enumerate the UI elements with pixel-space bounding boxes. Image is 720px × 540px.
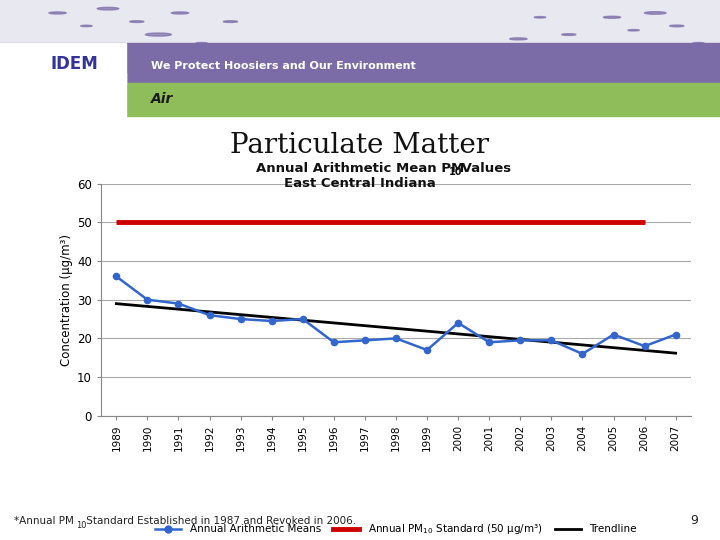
Text: Standard Established in 1987 and Revoked in 2006.: Standard Established in 1987 and Revoked… bbox=[83, 516, 356, 526]
Text: Values: Values bbox=[457, 162, 511, 175]
Circle shape bbox=[223, 21, 238, 23]
Y-axis label: Concentration (µg/m³): Concentration (µg/m³) bbox=[60, 234, 73, 366]
Text: Air: Air bbox=[151, 92, 174, 106]
Circle shape bbox=[81, 25, 92, 26]
Circle shape bbox=[670, 25, 684, 27]
Circle shape bbox=[130, 21, 144, 23]
Circle shape bbox=[97, 8, 119, 10]
Circle shape bbox=[171, 12, 189, 14]
Text: Particulate Matter: Particulate Matter bbox=[230, 132, 490, 159]
Text: *Annual PM: *Annual PM bbox=[14, 516, 74, 526]
Circle shape bbox=[196, 43, 207, 44]
Text: We Protect Hoosiers and Our Environment: We Protect Hoosiers and Our Environment bbox=[151, 61, 416, 71]
Circle shape bbox=[644, 12, 666, 14]
Text: 9: 9 bbox=[690, 514, 698, 526]
Text: IDEM: IDEM bbox=[50, 55, 98, 73]
Legend: Annual Arithmetic Means, Annual PM$_{10}$ Standard (50 µg/m³), Trendline: Annual Arithmetic Means, Annual PM$_{10}… bbox=[151, 518, 641, 540]
Circle shape bbox=[562, 33, 576, 36]
Circle shape bbox=[603, 16, 621, 18]
Circle shape bbox=[49, 12, 66, 14]
Circle shape bbox=[693, 43, 704, 44]
Text: 10: 10 bbox=[76, 521, 86, 530]
Text: Annual Arithmetic Mean PM: Annual Arithmetic Mean PM bbox=[256, 162, 464, 175]
Circle shape bbox=[145, 33, 171, 36]
Circle shape bbox=[534, 17, 546, 18]
Text: East Central Indiana: East Central Indiana bbox=[284, 177, 436, 190]
Text: 10: 10 bbox=[449, 167, 462, 178]
Circle shape bbox=[628, 30, 639, 31]
Circle shape bbox=[510, 38, 527, 40]
